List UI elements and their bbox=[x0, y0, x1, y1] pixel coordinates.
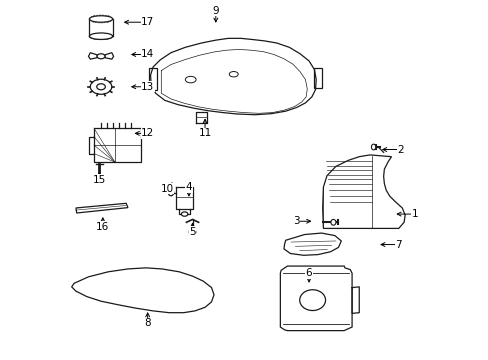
Ellipse shape bbox=[299, 290, 325, 311]
Polygon shape bbox=[150, 39, 316, 115]
Text: 12: 12 bbox=[141, 129, 154, 138]
Text: 5: 5 bbox=[189, 227, 195, 237]
Text: 6: 6 bbox=[305, 268, 312, 278]
Ellipse shape bbox=[89, 33, 112, 40]
Polygon shape bbox=[322, 155, 405, 228]
Ellipse shape bbox=[89, 16, 112, 22]
Text: 1: 1 bbox=[411, 209, 417, 219]
Text: 10: 10 bbox=[161, 184, 174, 194]
Ellipse shape bbox=[97, 54, 105, 59]
Text: 3: 3 bbox=[293, 216, 299, 226]
Ellipse shape bbox=[185, 76, 196, 83]
Text: 15: 15 bbox=[92, 175, 106, 185]
Ellipse shape bbox=[189, 228, 195, 235]
Ellipse shape bbox=[168, 189, 173, 196]
Text: 14: 14 bbox=[141, 49, 154, 59]
Ellipse shape bbox=[371, 144, 375, 150]
Ellipse shape bbox=[229, 72, 238, 77]
Ellipse shape bbox=[181, 212, 187, 216]
Text: 16: 16 bbox=[96, 222, 109, 231]
Text: 7: 7 bbox=[395, 239, 401, 249]
Text: 9: 9 bbox=[212, 6, 219, 16]
Polygon shape bbox=[72, 268, 214, 313]
Ellipse shape bbox=[330, 220, 335, 225]
Polygon shape bbox=[280, 266, 351, 330]
Ellipse shape bbox=[90, 79, 112, 94]
Text: 13: 13 bbox=[141, 82, 154, 92]
Text: 2: 2 bbox=[396, 144, 403, 154]
Text: 17: 17 bbox=[141, 17, 154, 27]
Text: 8: 8 bbox=[144, 319, 151, 328]
Text: 4: 4 bbox=[185, 182, 192, 192]
Ellipse shape bbox=[97, 84, 105, 90]
Text: 11: 11 bbox=[198, 129, 211, 138]
Polygon shape bbox=[284, 233, 341, 255]
